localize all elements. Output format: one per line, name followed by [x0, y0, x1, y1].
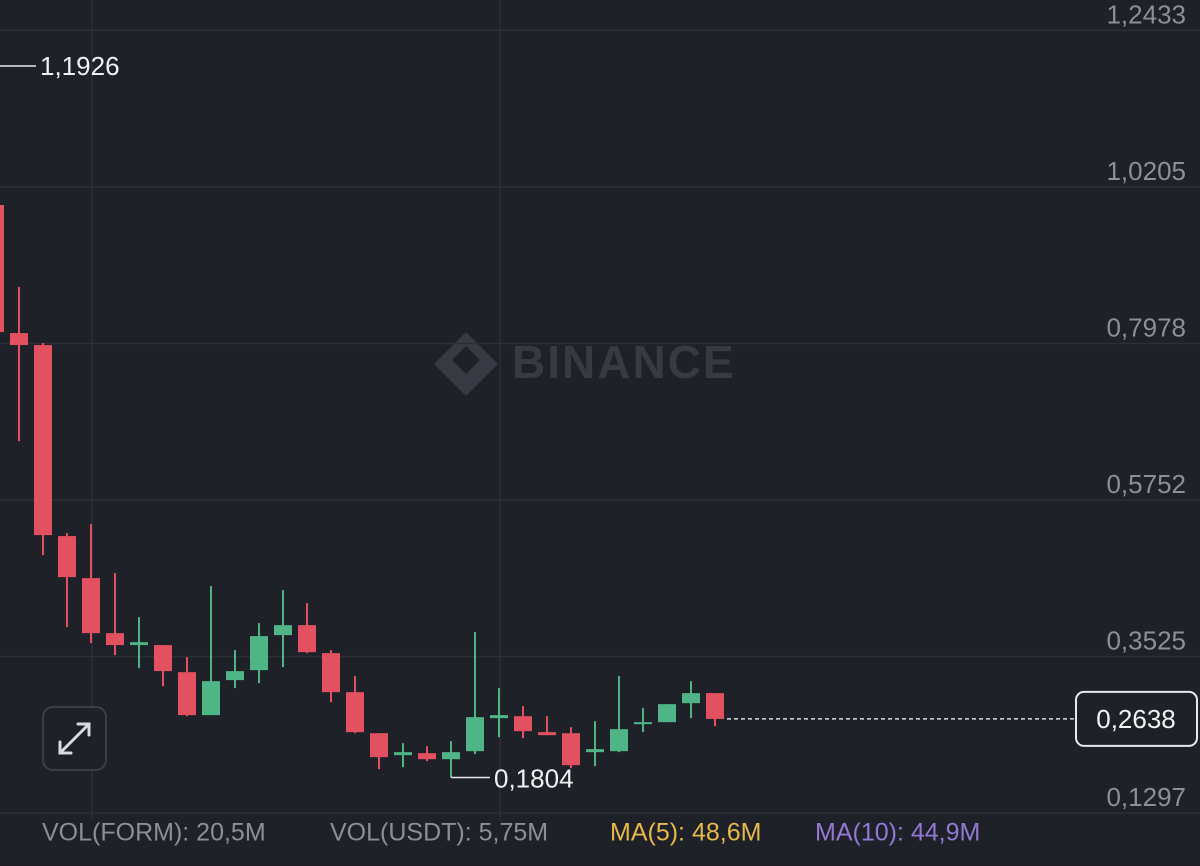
- max-label: 1,1926: [40, 51, 120, 81]
- candle-body: [202, 681, 220, 716]
- candle-body: [394, 752, 412, 756]
- candle-body: [154, 645, 172, 672]
- candle-body: [586, 749, 604, 753]
- last-price-box: [1075, 690, 1198, 747]
- expand-button[interactable]: [42, 706, 107, 771]
- candle-body: [466, 717, 484, 752]
- y-tick-label: 0,7978: [1106, 312, 1186, 342]
- indicator-label: VOL(USDT): 5,75M: [330, 819, 548, 847]
- y-tick-label: 1,0205: [1106, 156, 1186, 186]
- candle-body: [514, 716, 532, 732]
- y-tick-label: 0,1297: [1106, 782, 1186, 812]
- candle-body: [634, 722, 652, 725]
- candle-body: [58, 536, 76, 578]
- candle-body: [298, 625, 316, 653]
- candle-body: [610, 729, 628, 752]
- candle-body: [0, 204, 4, 333]
- y-tick-label: 1,2433: [1106, 0, 1186, 29]
- indicator-label: MA(5): 48,6M: [610, 819, 761, 847]
- min-label: 0,1804: [494, 763, 574, 793]
- candle-body: [706, 693, 724, 719]
- candle-body: [130, 642, 148, 646]
- indicator-label: MA(10): 44,9M: [815, 819, 980, 847]
- watermark: BINANCE: [512, 336, 736, 388]
- candle-body: [250, 636, 268, 671]
- candle-body: [322, 653, 340, 693]
- last-price-label: 0,2638: [1096, 704, 1176, 734]
- candle-body: [178, 672, 196, 716]
- candle-body: [10, 333, 28, 346]
- candle-body: [562, 733, 580, 766]
- candle-body: [418, 753, 436, 760]
- candle-body: [82, 578, 100, 634]
- candle-body: [658, 704, 676, 723]
- candle-body: [370, 733, 388, 758]
- candle-body: [346, 692, 364, 733]
- candle-body: [226, 671, 244, 681]
- candle-body: [106, 633, 124, 646]
- candle-body: [682, 693, 700, 704]
- y-tick-label: 0,3525: [1106, 625, 1186, 655]
- expand-icon[interactable]: [58, 722, 91, 755]
- y-tick-label: 0,5752: [1106, 469, 1186, 499]
- candle-body: [274, 625, 292, 636]
- indicator-label: VOL(FORM): 20,5M: [42, 819, 266, 847]
- candle-body: [34, 345, 52, 536]
- watermark-logo: [434, 332, 498, 396]
- candle-body: [442, 752, 460, 760]
- candle-body: [490, 715, 508, 719]
- candle-body: [538, 732, 556, 736]
